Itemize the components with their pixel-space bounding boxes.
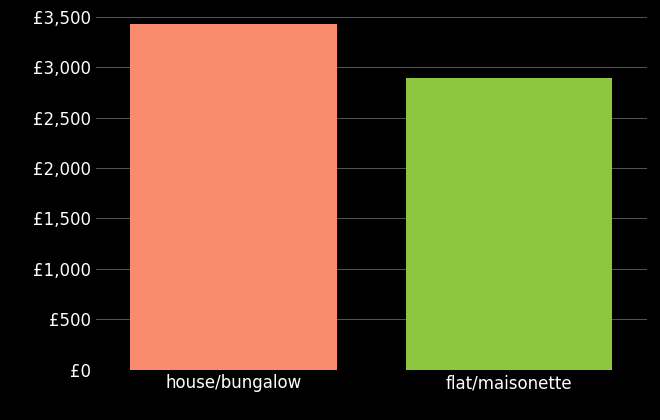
Bar xyxy=(406,78,612,370)
Bar xyxy=(130,24,337,370)
